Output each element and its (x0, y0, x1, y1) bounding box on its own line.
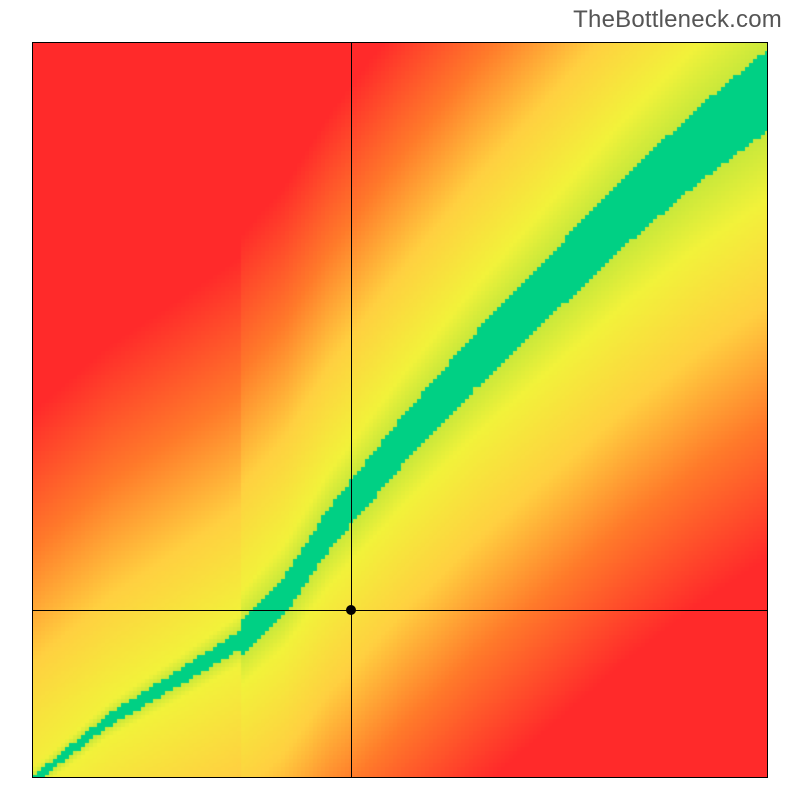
crosshair-horizontal (33, 610, 767, 611)
marker-dot (346, 605, 356, 615)
heatmap-plot (32, 42, 768, 778)
heatmap-canvas (33, 43, 767, 777)
watermark: TheBottleneck.com (573, 6, 782, 34)
crosshair-vertical (351, 43, 352, 777)
